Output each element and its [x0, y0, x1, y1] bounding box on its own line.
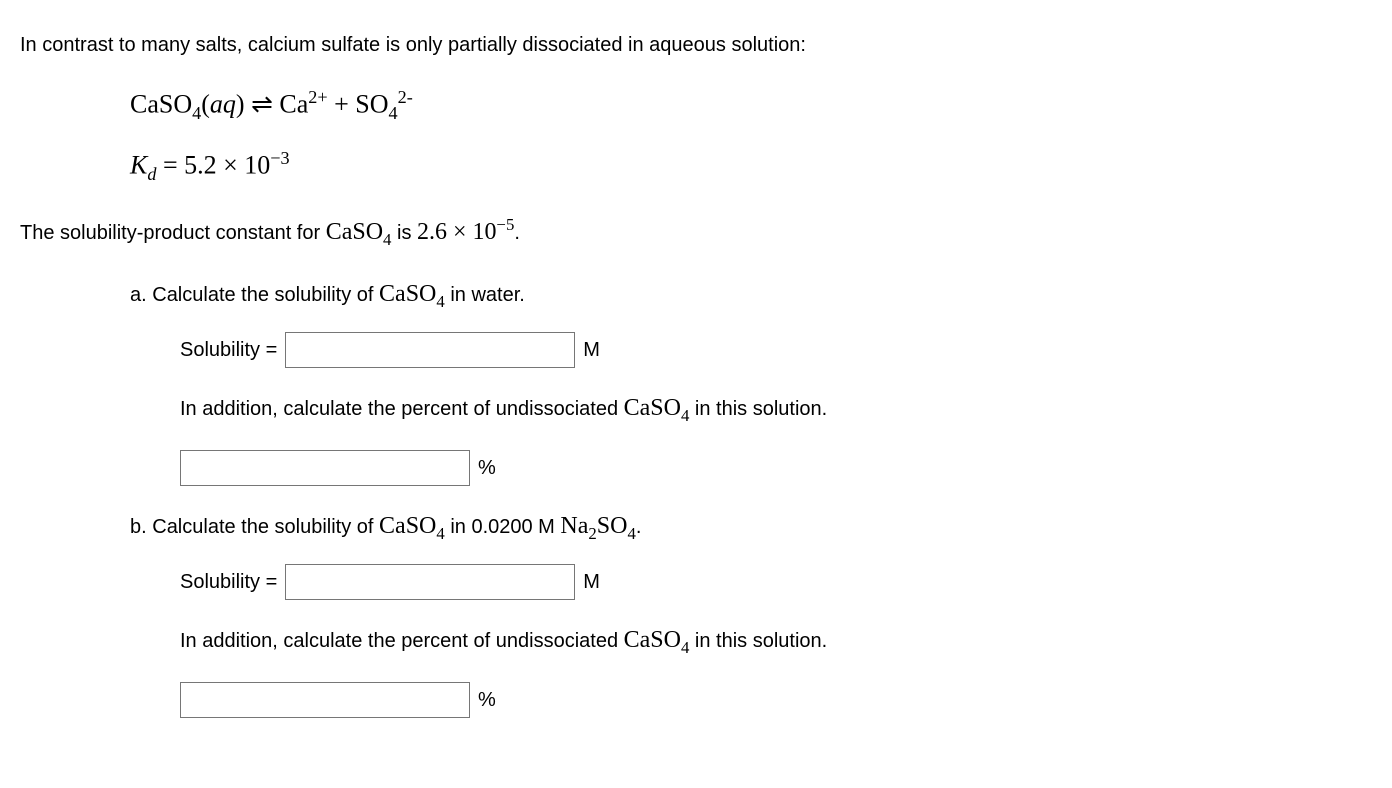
- statement-species: CaSO: [326, 219, 383, 245]
- part-b-pre: Calculate the solubility of: [147, 516, 379, 538]
- statement-exp: −5: [497, 215, 515, 234]
- part-a-percent-row: %: [180, 450, 1372, 486]
- statement-val: 2.6 × 10: [417, 219, 497, 245]
- part-b-other2: SO: [597, 513, 628, 539]
- part-b-prompt: b. Calculate the solubility of CaSO4 in …: [130, 508, 1372, 546]
- part-b-percent-row: %: [180, 682, 1372, 718]
- solubility-label-a: Solubility =: [180, 335, 277, 365]
- part-a-prompt: a. Calculate the solubility of CaSO4 in …: [130, 276, 1372, 314]
- kd-sub: d: [147, 164, 156, 184]
- intro-text: In contrast to many salts, calcium sulfa…: [20, 30, 1372, 60]
- part-a-sub: 4: [436, 292, 444, 311]
- part-b-sub: 4: [436, 524, 444, 543]
- part-a-solubility-row: Solubility = M: [180, 332, 1372, 368]
- unit-pct-b: %: [478, 685, 496, 715]
- unit-m-a: M: [583, 335, 600, 365]
- part-b-followup-species: CaSO: [624, 627, 681, 653]
- unit-m-b: M: [583, 567, 600, 597]
- rhs2-species: SO: [355, 90, 388, 119]
- solubility-input-b[interactable]: [285, 564, 575, 600]
- part-a-species: CaSO: [379, 281, 436, 307]
- part-b-other1: Na: [560, 513, 588, 539]
- kd-val: 5.2 × 10: [184, 151, 270, 180]
- unit-pct-a: %: [478, 453, 496, 483]
- part-a-followup-pre: In addition, calculate the percent of un…: [180, 398, 624, 420]
- lhs-species: CaSO: [130, 90, 192, 119]
- rhs1-species: Ca: [279, 90, 308, 119]
- rhs2-sup: 2-: [398, 87, 413, 107]
- part-b-label: b.: [130, 516, 147, 538]
- solubility-label-b: Solubility =: [180, 567, 277, 597]
- part-b-other-sub1: 2: [588, 524, 596, 543]
- part-b-end: .: [636, 516, 642, 538]
- solubility-input-a[interactable]: [285, 332, 575, 368]
- lhs-state: aq: [210, 90, 236, 119]
- kd-symbol: K: [130, 151, 147, 180]
- equilibrium-equation: CaSO4(aq) ⇌ Ca2+ + SO42-: [130, 84, 1372, 127]
- part-b-other-sub2: 4: [627, 524, 635, 543]
- plus: +: [334, 90, 349, 119]
- statement-pre: The solubility-product constant for: [20, 222, 326, 244]
- part-a-followup: In addition, calculate the percent of un…: [180, 390, 1372, 428]
- rhs2-sub: 4: [389, 103, 398, 123]
- part-b-followup-pre: In addition, calculate the percent of un…: [180, 630, 624, 652]
- eq-arrow: ⇌: [251, 90, 273, 119]
- lhs-sub: 4: [192, 103, 201, 123]
- part-a-post: in water.: [445, 284, 525, 306]
- kd-eq: =: [163, 151, 178, 180]
- percent-input-a[interactable]: [180, 450, 470, 486]
- part-b-solubility-row: Solubility = M: [180, 564, 1372, 600]
- part-a-followup-species: CaSO: [624, 395, 681, 421]
- part-a-pre: Calculate the solubility of: [147, 284, 379, 306]
- ksp-statement: The solubility-product constant for CaSO…: [20, 212, 1372, 252]
- part-b-followup-post: in this solution.: [689, 630, 827, 652]
- statement-mid: is: [391, 222, 417, 244]
- part-a-followup-post: in this solution.: [689, 398, 827, 420]
- percent-input-b[interactable]: [180, 682, 470, 718]
- part-a-label: a.: [130, 284, 147, 306]
- part-b-species: CaSO: [379, 513, 436, 539]
- statement-end: .: [514, 222, 520, 244]
- kd-exp: −3: [270, 148, 289, 168]
- part-b-followup: In addition, calculate the percent of un…: [180, 622, 1372, 660]
- part-b-mid: in 0.0200 M: [445, 516, 561, 538]
- kd-expression: Kd = 5.2 × 10−3: [130, 145, 1372, 188]
- rhs1-sup: 2+: [308, 87, 327, 107]
